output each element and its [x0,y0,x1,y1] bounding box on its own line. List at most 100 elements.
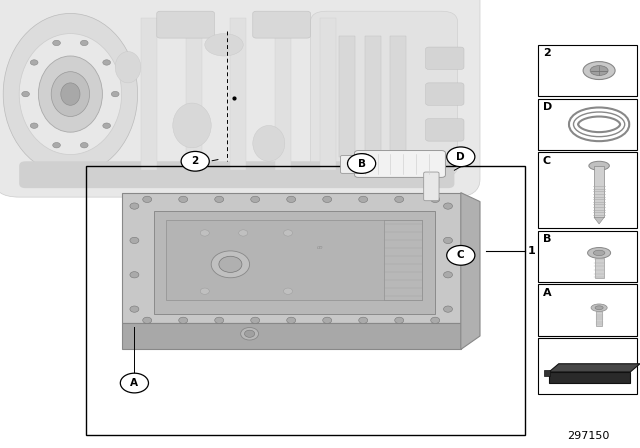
Circle shape [444,271,452,278]
Ellipse shape [253,125,285,161]
Circle shape [444,306,452,312]
Circle shape [358,196,367,202]
Circle shape [103,60,111,65]
Circle shape [103,123,111,129]
Ellipse shape [115,52,141,83]
Polygon shape [122,323,461,349]
Circle shape [130,271,139,278]
Polygon shape [122,193,461,323]
Ellipse shape [595,306,603,310]
Text: A: A [543,288,551,298]
Circle shape [219,256,242,272]
Text: 2: 2 [191,156,199,166]
Circle shape [284,288,292,294]
Circle shape [200,288,209,294]
Circle shape [395,317,404,323]
Text: B: B [543,234,551,244]
Circle shape [22,91,29,97]
Ellipse shape [588,247,611,258]
FancyBboxPatch shape [0,0,480,197]
Bar [186,18,202,170]
FancyBboxPatch shape [424,172,439,201]
Ellipse shape [590,66,608,76]
Circle shape [81,142,88,148]
Text: A: A [131,378,138,388]
Bar [594,166,604,217]
Circle shape [81,40,88,46]
Text: 297150: 297150 [568,431,610,441]
Circle shape [215,196,224,202]
Ellipse shape [583,62,615,80]
Bar [538,284,637,336]
Ellipse shape [593,250,605,255]
Text: 1: 1 [528,246,536,256]
FancyBboxPatch shape [310,11,458,177]
Bar [538,152,637,228]
Ellipse shape [173,103,211,148]
Bar [365,36,381,157]
Bar [538,45,637,96]
Ellipse shape [3,13,138,175]
Circle shape [358,317,367,323]
Circle shape [287,196,296,202]
Polygon shape [549,364,640,372]
Bar [538,99,637,150]
Ellipse shape [51,72,90,116]
Circle shape [444,237,452,244]
Circle shape [284,230,292,236]
Ellipse shape [205,34,243,56]
Circle shape [200,230,209,236]
Circle shape [130,306,139,312]
Circle shape [130,203,139,209]
FancyBboxPatch shape [19,161,454,188]
Circle shape [30,60,38,65]
Circle shape [447,246,475,265]
Text: C: C [457,250,465,260]
Ellipse shape [38,56,102,132]
FancyBboxPatch shape [355,151,445,177]
Circle shape [287,317,296,323]
Bar [230,18,246,170]
Polygon shape [549,372,630,383]
Circle shape [52,40,60,46]
Polygon shape [461,193,480,349]
Circle shape [395,196,404,202]
Circle shape [143,196,152,202]
Circle shape [239,230,248,236]
Ellipse shape [19,34,122,155]
Bar [141,18,157,170]
Text: D: D [543,102,552,112]
FancyBboxPatch shape [253,11,310,38]
Circle shape [143,317,152,323]
Text: D: D [456,152,465,162]
Bar [339,36,355,157]
Circle shape [447,147,475,167]
Polygon shape [154,211,435,314]
Circle shape [179,196,188,202]
Circle shape [241,327,259,340]
FancyBboxPatch shape [426,83,464,105]
Ellipse shape [591,304,607,311]
Ellipse shape [61,83,80,105]
Circle shape [444,203,452,209]
FancyBboxPatch shape [340,155,364,173]
Bar [275,18,291,170]
Circle shape [30,123,38,129]
Polygon shape [594,217,604,224]
Bar [538,338,637,394]
Circle shape [251,196,260,202]
FancyBboxPatch shape [426,119,464,141]
Bar [86,166,525,435]
Circle shape [52,142,60,148]
Circle shape [211,251,250,278]
Circle shape [130,237,139,244]
Bar [320,18,336,170]
Circle shape [181,151,209,171]
Text: OD: OD [317,246,323,250]
Polygon shape [384,220,422,300]
Polygon shape [166,220,422,300]
Circle shape [111,91,119,97]
Text: B: B [358,159,365,168]
Text: C: C [543,156,551,166]
Circle shape [120,373,148,393]
